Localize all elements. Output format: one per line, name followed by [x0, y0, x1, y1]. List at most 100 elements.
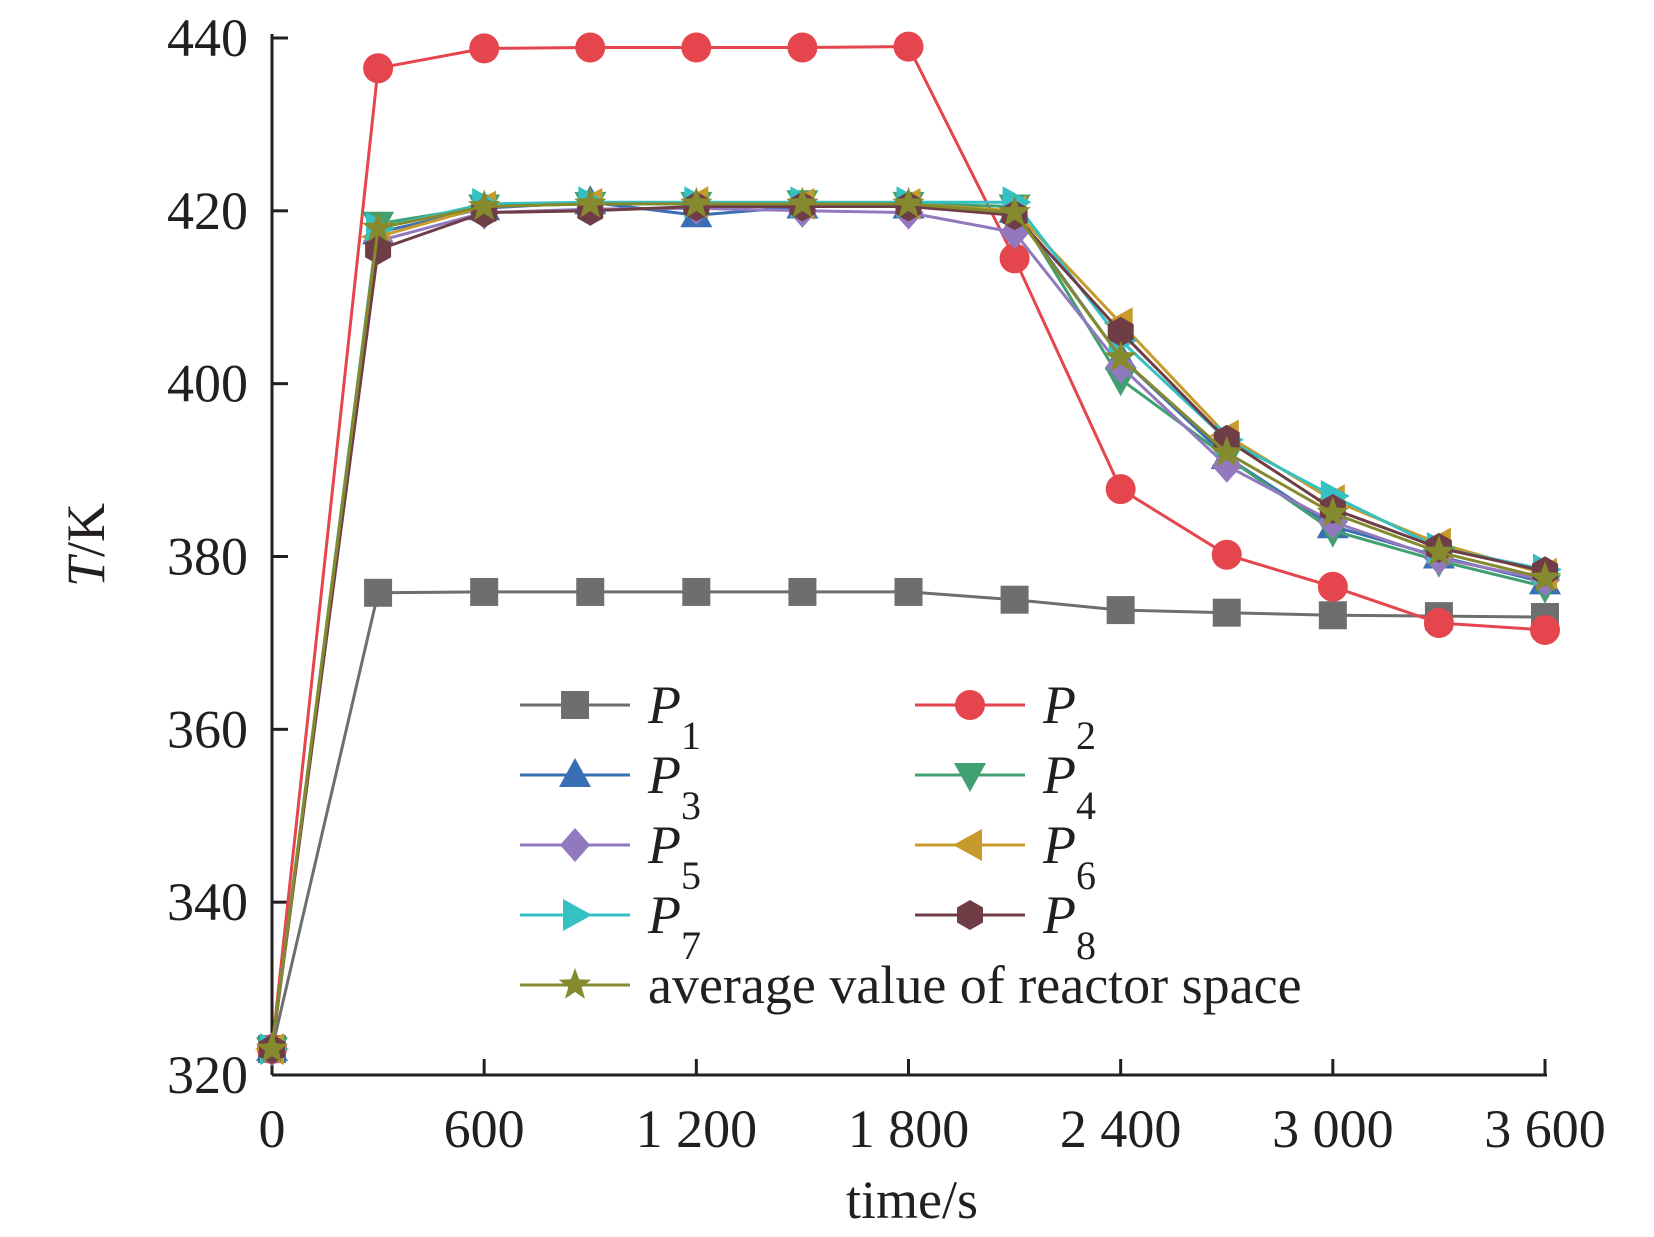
data-point-p1 — [364, 578, 393, 607]
legend-item-p1: P1 — [520, 675, 701, 758]
y-tick-label: 400 — [167, 354, 248, 414]
legend-label-symbol: P — [1042, 885, 1076, 945]
data-point-p2 — [363, 53, 394, 84]
legend-label-subscript: 2 — [1076, 713, 1096, 758]
legend-label-symbol: P — [1042, 745, 1076, 805]
legend-item-average: average value of reactor space — [520, 955, 1302, 1015]
data-point-p2 — [1317, 571, 1348, 602]
legend-item-p4: P4 — [915, 745, 1096, 828]
series-layer — [255, 31, 1562, 1067]
x-tick-label: 1 800 — [848, 1099, 970, 1159]
legend-label-symbol: P — [647, 815, 681, 875]
legend-label-p2: P2 — [1042, 675, 1096, 758]
data-point-average — [786, 186, 819, 218]
data-point-average — [1104, 340, 1137, 372]
data-point-p2 — [999, 243, 1030, 274]
legend-label-subscript: 1 — [681, 713, 701, 758]
x-tick-label: 3 000 — [1272, 1099, 1394, 1159]
data-point-p1 — [1318, 601, 1347, 630]
legend-label-p7: P7 — [647, 885, 701, 968]
legend-label-symbol: P — [647, 675, 681, 735]
data-point-average — [574, 186, 607, 218]
data-point-average — [255, 1032, 289, 1063]
y-axis-title-unit: /K — [56, 503, 116, 557]
data-point-p2 — [893, 31, 924, 62]
legend-label-subscript: 4 — [1076, 783, 1096, 828]
legend-label-p6: P6 — [1042, 815, 1096, 898]
data-point-p1 — [576, 577, 605, 606]
legend-label-subscript: 3 — [681, 783, 701, 828]
data-point-average — [1210, 435, 1243, 467]
data-point-average — [1528, 561, 1562, 592]
data-point-p1 — [470, 577, 499, 606]
data-point-p2 — [575, 32, 606, 63]
legend-marker-p8 — [957, 900, 983, 930]
series-p2 — [257, 31, 1560, 1065]
legend-label-symbol: P — [647, 745, 681, 805]
legend-label-subscript: 6 — [1076, 853, 1096, 898]
legend-marker-p7 — [563, 899, 592, 931]
data-point-average — [680, 186, 713, 218]
legend-label-p1: P1 — [647, 675, 701, 758]
y-tick-label: 340 — [167, 872, 248, 932]
y-tick-label: 440 — [167, 8, 248, 68]
data-point-p8 — [365, 234, 392, 265]
legend-marker-p4 — [954, 763, 986, 792]
y-tick-label: 360 — [167, 699, 248, 759]
data-point-p1 — [1106, 596, 1135, 625]
legend-label-p8: P8 — [1042, 885, 1096, 968]
data-point-average — [1316, 496, 1349, 527]
legend-marker-p6 — [953, 829, 982, 861]
legend-item-p8: P8 — [915, 885, 1096, 968]
data-point-average — [468, 189, 501, 221]
y-tick-label: 320 — [167, 1045, 248, 1105]
legend-marker-average — [558, 968, 592, 999]
data-point-p1 — [1212, 598, 1241, 627]
series-average — [255, 186, 1562, 1063]
x-tick-label: 3 600 — [1484, 1099, 1606, 1159]
legend-label-subscript: 5 — [681, 853, 701, 898]
legend-item-p6: P6 — [915, 815, 1096, 898]
data-point-p2 — [1423, 608, 1454, 639]
y-tick-label: 420 — [167, 181, 248, 241]
data-point-p8 — [1107, 316, 1134, 347]
y-tick-label: 380 — [167, 527, 248, 587]
x-tick-label: 600 — [444, 1099, 525, 1159]
data-point-p1 — [1000, 585, 1029, 614]
x-axis-title: time/s — [846, 1170, 978, 1230]
data-point-p2 — [1530, 614, 1560, 645]
data-point-p1 — [682, 577, 711, 606]
y-axis-title-symbol: T — [56, 553, 116, 587]
legend-label-p5: P5 — [647, 815, 701, 898]
data-point-average — [361, 211, 395, 242]
data-point-p2 — [469, 33, 500, 64]
data-point-average — [892, 186, 925, 218]
legend-item-p5: P5 — [520, 815, 701, 898]
legend-label-subscript: 7 — [681, 923, 701, 968]
legend-label-p3: P3 — [647, 745, 701, 828]
y-axis-title: T/K — [56, 503, 116, 587]
legend-label-symbol: P — [647, 885, 681, 945]
data-point-average — [998, 195, 1031, 227]
x-tick-label: 2 400 — [1060, 1099, 1182, 1159]
legend-label-p4: P4 — [1042, 745, 1096, 828]
x-tick-label: 1 200 — [636, 1099, 758, 1159]
data-point-p1 — [894, 577, 923, 606]
data-point-p2 — [1211, 539, 1242, 570]
legend-item-p7: P7 — [520, 885, 701, 968]
legend-label-symbol: P — [1042, 815, 1076, 875]
legend-marker-p1 — [561, 691, 589, 719]
legend-marker-p2 — [955, 690, 985, 720]
legend-marker-p5 — [560, 828, 590, 862]
data-point-p2 — [1105, 474, 1136, 505]
data-point-p2 — [681, 32, 712, 63]
axes: 320 340 360 380 400 420 440 0 600 1 200 1 800 2 400… — [167, 8, 1606, 1159]
legend-label-subscript: 8 — [1076, 923, 1096, 968]
data-point-p1 — [788, 577, 817, 606]
legend-marker-p3 — [559, 758, 591, 787]
legend-label-symbol: P — [1042, 675, 1076, 735]
legend-item-p2: P2 — [915, 675, 1096, 758]
data-point-average — [1422, 535, 1456, 566]
